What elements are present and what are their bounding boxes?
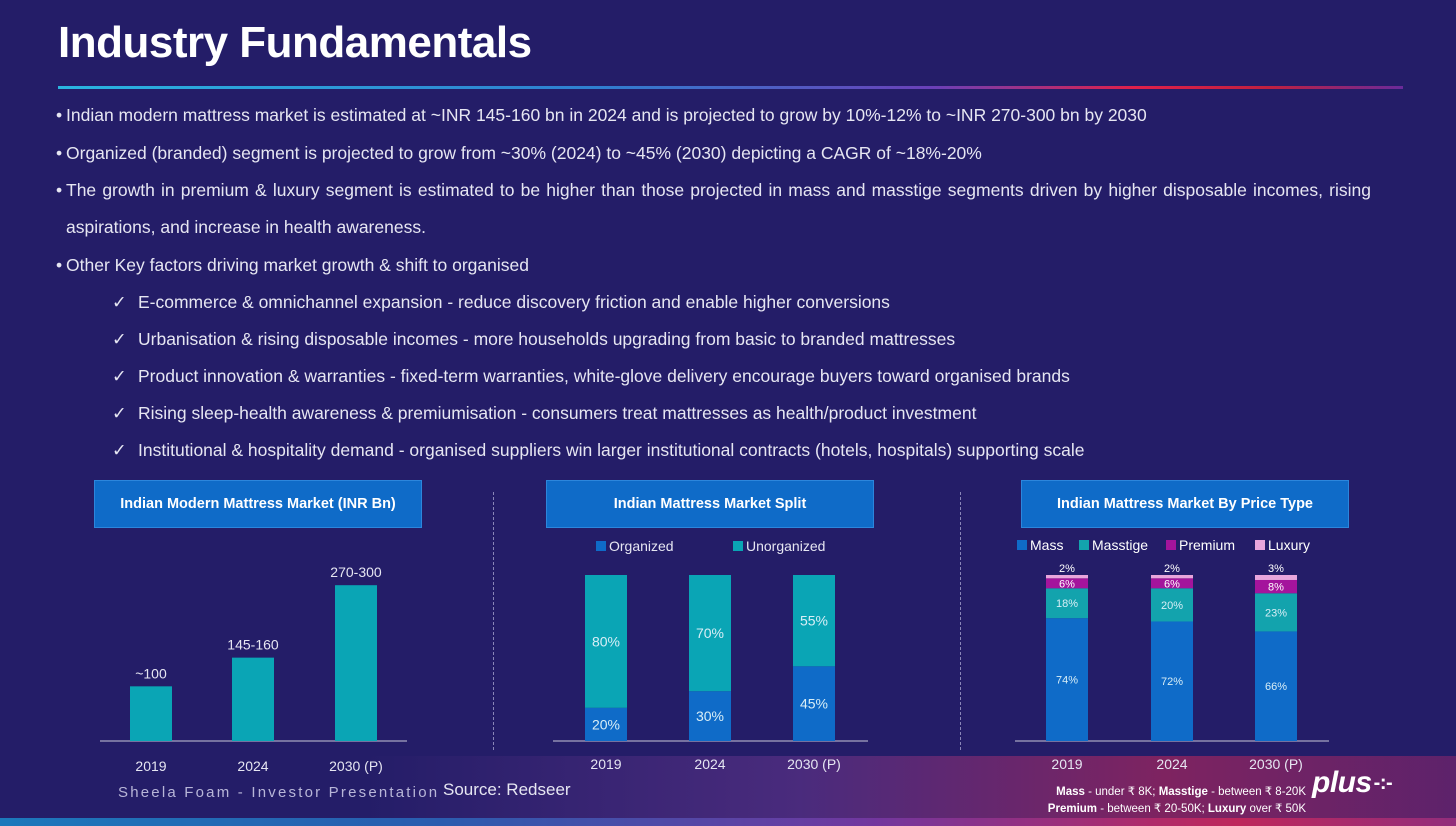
price-data-label-0-1: 72% bbox=[1161, 676, 1183, 688]
split-legend-label-1: Unorganized bbox=[746, 538, 825, 554]
price-definition-line-1: Mass - under ₹ 8K; Masstige - between ₹ … bbox=[1056, 786, 1306, 798]
split-tick-2: 2030 (P) bbox=[787, 756, 841, 772]
market-size-bar-0 bbox=[130, 686, 172, 741]
plus-logo-mark: -:- bbox=[1373, 772, 1393, 794]
price-bar-0-2 bbox=[1255, 631, 1297, 741]
check-icon: ✓ bbox=[112, 292, 127, 312]
price-data-label-1-2: 23% bbox=[1265, 607, 1287, 619]
chart-divider-2 bbox=[960, 492, 961, 750]
price-bar-1-1 bbox=[1151, 588, 1193, 622]
price-bar-1-0 bbox=[1046, 588, 1088, 619]
factor-sleep-health: ✓ Rising sleep-health awareness & premium… bbox=[56, 395, 1371, 432]
market-size-bar-2 bbox=[335, 585, 377, 741]
price-data-label-0-2: 66% bbox=[1265, 681, 1287, 693]
price-data-label-3-1: 2% bbox=[1164, 563, 1180, 575]
presentation-label: Sheela Foam - Investor Presentation bbox=[118, 784, 440, 801]
chart-title-market-size: Indian Modern Mattress Market (INR Bn) bbox=[94, 480, 422, 528]
check-icon: ✓ bbox=[112, 329, 127, 349]
market-size-tick-1: 2024 bbox=[237, 758, 268, 774]
split-legend-swatch-0 bbox=[596, 541, 606, 551]
page-title: Industry Fundamentals bbox=[58, 18, 532, 67]
split-data-label-1-0: 80% bbox=[592, 633, 620, 649]
split-data-label-0-2: 45% bbox=[800, 696, 828, 712]
bullet-key-factors: Other Key factors driving market growth … bbox=[56, 246, 1371, 284]
split-bar-0-0 bbox=[585, 707, 627, 741]
bullet-organized-growth: Organized (branded) segment is projected… bbox=[56, 134, 1371, 172]
price-legend-label-0: Mass bbox=[1030, 537, 1063, 553]
check-icon: ✓ bbox=[112, 440, 127, 460]
price-data-label-2-2: 8% bbox=[1268, 582, 1284, 594]
price-bar-3-1 bbox=[1151, 575, 1193, 579]
market-size-bar-1 bbox=[232, 657, 274, 741]
price-data-label-2-0: 6% bbox=[1059, 578, 1075, 590]
check-icon: ✓ bbox=[112, 366, 127, 386]
price-bar-3-2 bbox=[1255, 575, 1297, 580]
title-rule bbox=[58, 86, 1403, 89]
check-icon: ✓ bbox=[112, 403, 127, 423]
price-data-label-2-1: 6% bbox=[1164, 578, 1180, 590]
price-data-label-3-0: 2% bbox=[1059, 563, 1075, 575]
price-data-label-0-0: 74% bbox=[1056, 675, 1078, 687]
split-bar-0-1 bbox=[689, 691, 731, 741]
plus-logo: plus -:- bbox=[1312, 766, 1393, 799]
price-bar-0-1 bbox=[1151, 621, 1193, 741]
price-tick-0: 2019 bbox=[1051, 756, 1082, 772]
chart-divider-1 bbox=[493, 492, 494, 750]
bottom-edge bbox=[0, 818, 1456, 826]
price-tick-2: 2030 (P) bbox=[1249, 756, 1303, 772]
split-data-label-1-1: 70% bbox=[696, 625, 724, 641]
factor-text: Product innovation & warranties - fixed-… bbox=[138, 366, 1070, 386]
split-data-label-1-2: 55% bbox=[800, 613, 828, 629]
price-data-label-1-0: 18% bbox=[1056, 598, 1078, 610]
price-legend-label-2: Premium bbox=[1179, 537, 1235, 553]
split-data-label-0-1: 30% bbox=[696, 708, 724, 724]
split-bar-1-0 bbox=[585, 575, 627, 708]
split-bar-0-2 bbox=[793, 666, 835, 741]
split-data-label-0-0: 20% bbox=[592, 716, 620, 732]
price-bar-3-0 bbox=[1046, 575, 1088, 579]
split-tick-1: 2024 bbox=[694, 756, 725, 772]
market-size-tick-2: 2030 (P) bbox=[329, 758, 383, 774]
chart-title-market-split: Indian Mattress Market Split bbox=[546, 480, 874, 528]
chart-title-price-type: Indian Mattress Market By Price Type bbox=[1021, 480, 1349, 528]
factor-text: E-commerce & omnichannel expansion - red… bbox=[138, 292, 890, 312]
factor-text: Institutional & hospitality demand - org… bbox=[138, 440, 1085, 460]
price-data-label-1-1: 20% bbox=[1161, 600, 1183, 612]
price-data-label-3-2: 3% bbox=[1268, 563, 1284, 575]
market-size-data-label-2: 270-300 bbox=[330, 564, 382, 580]
price-definitions: Mass - under ₹ 8K; Masstige - between ₹ … bbox=[1048, 784, 1306, 818]
split-legend-label-0: Organized bbox=[609, 538, 674, 554]
price-bar-2-0 bbox=[1046, 578, 1088, 589]
factor-text: Rising sleep-health awareness & premiumi… bbox=[138, 403, 977, 423]
price-tick-1: 2024 bbox=[1156, 756, 1187, 772]
price-legend-label-3: Luxury bbox=[1268, 537, 1310, 553]
price-legend-swatch-1 bbox=[1079, 540, 1089, 550]
price-bar-2-2 bbox=[1255, 579, 1297, 594]
factor-urbanisation: ✓ Urbanisation & rising disposable income… bbox=[56, 321, 1371, 358]
factor-institutional: ✓ Institutional & hospitality demand - or… bbox=[56, 432, 1371, 469]
market-size-tick-0: 2019 bbox=[135, 758, 166, 774]
split-bar-1-1 bbox=[689, 575, 731, 692]
bullet-list: Indian modern mattress market is estimat… bbox=[56, 96, 1371, 469]
factor-text: Urbanisation & rising disposable incomes… bbox=[138, 329, 956, 349]
price-bar-0-0 bbox=[1046, 618, 1088, 741]
price-legend-swatch-0 bbox=[1017, 540, 1027, 550]
price-bar-1-2 bbox=[1255, 593, 1297, 632]
factor-ecommerce: ✓ E-commerce & omnichannel expansion - re… bbox=[56, 284, 1371, 321]
split-bar-1-2 bbox=[793, 575, 835, 667]
split-tick-0: 2019 bbox=[590, 756, 621, 772]
price-legend-swatch-3 bbox=[1255, 540, 1265, 550]
bullet-premium-growth: The growth in premium & luxury segment i… bbox=[56, 172, 1371, 246]
price-legend-label-1: Masstige bbox=[1092, 537, 1148, 553]
split-legend-swatch-1 bbox=[733, 541, 743, 551]
factor-innovation: ✓ Product innovation & warranties - fixed… bbox=[56, 358, 1371, 395]
price-legend-swatch-2 bbox=[1166, 540, 1176, 550]
price-bar-2-1 bbox=[1151, 578, 1193, 589]
market-size-data-label-1: 145-160 bbox=[227, 637, 279, 653]
market-size-data-label-0: ~100 bbox=[135, 665, 167, 681]
source-label: Source: Redseer bbox=[443, 780, 571, 799]
bullet-market-size: Indian modern mattress market is estimat… bbox=[56, 96, 1371, 134]
price-definition-line-2: Premium - between ₹ 20-50K; Luxury over … bbox=[1047, 803, 1306, 815]
